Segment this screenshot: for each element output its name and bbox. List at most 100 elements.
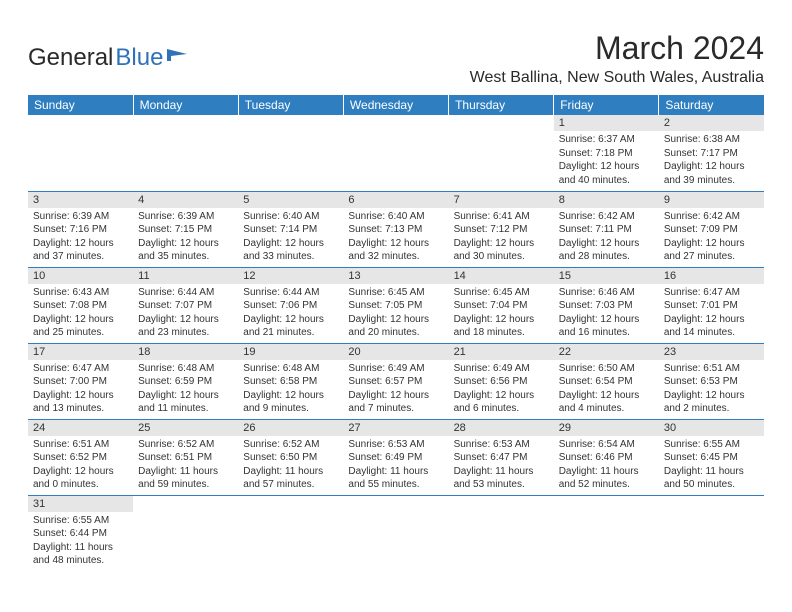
flag-icon	[167, 44, 189, 72]
calendar-cell: 27Sunrise: 6:53 AMSunset: 6:49 PMDayligh…	[343, 419, 448, 495]
day-info: Sunrise: 6:44 AMSunset: 7:07 PMDaylight:…	[133, 284, 238, 343]
day-number: 18	[133, 344, 238, 360]
day-info: Sunrise: 6:48 AMSunset: 6:58 PMDaylight:…	[238, 360, 343, 419]
weekday-header: Sunday	[28, 95, 133, 115]
calendar-body: 1Sunrise: 6:37 AMSunset: 7:18 PMDaylight…	[28, 115, 764, 571]
calendar-cell: 16Sunrise: 6:47 AMSunset: 7:01 PMDayligh…	[659, 267, 764, 343]
calendar-cell	[133, 495, 238, 571]
calendar-cell: 25Sunrise: 6:52 AMSunset: 6:51 PMDayligh…	[133, 419, 238, 495]
day-info: Sunrise: 6:52 AMSunset: 6:50 PMDaylight:…	[238, 436, 343, 495]
day-number: 20	[343, 344, 448, 360]
day-info: Sunrise: 6:48 AMSunset: 6:59 PMDaylight:…	[133, 360, 238, 419]
calendar-cell	[659, 495, 764, 571]
calendar-cell: 30Sunrise: 6:55 AMSunset: 6:45 PMDayligh…	[659, 419, 764, 495]
calendar-cell: 31Sunrise: 6:55 AMSunset: 6:44 PMDayligh…	[28, 495, 133, 571]
calendar-cell: 28Sunrise: 6:53 AMSunset: 6:47 PMDayligh…	[449, 419, 554, 495]
calendar-cell: 22Sunrise: 6:50 AMSunset: 6:54 PMDayligh…	[554, 343, 659, 419]
calendar-week-row: 10Sunrise: 6:43 AMSunset: 7:08 PMDayligh…	[28, 267, 764, 343]
calendar-cell	[449, 495, 554, 571]
logo: GeneralBlue	[28, 30, 189, 72]
weekday-header: Tuesday	[238, 95, 343, 115]
day-number: 2	[659, 115, 764, 131]
calendar-week-row: 17Sunrise: 6:47 AMSunset: 7:00 PMDayligh…	[28, 343, 764, 419]
day-number: 6	[343, 192, 448, 208]
calendar-cell: 6Sunrise: 6:40 AMSunset: 7:13 PMDaylight…	[343, 191, 448, 267]
day-info: Sunrise: 6:44 AMSunset: 7:06 PMDaylight:…	[238, 284, 343, 343]
calendar-cell: 14Sunrise: 6:45 AMSunset: 7:04 PMDayligh…	[449, 267, 554, 343]
day-info: Sunrise: 6:46 AMSunset: 7:03 PMDaylight:…	[554, 284, 659, 343]
calendar-cell: 13Sunrise: 6:45 AMSunset: 7:05 PMDayligh…	[343, 267, 448, 343]
day-info: Sunrise: 6:55 AMSunset: 6:45 PMDaylight:…	[659, 436, 764, 495]
day-number: 8	[554, 192, 659, 208]
day-number: 7	[449, 192, 554, 208]
day-number: 31	[28, 496, 133, 512]
calendar-cell	[133, 115, 238, 191]
day-info: Sunrise: 6:53 AMSunset: 6:49 PMDaylight:…	[343, 436, 448, 495]
day-number: 27	[343, 420, 448, 436]
day-number: 29	[554, 420, 659, 436]
calendar-cell: 4Sunrise: 6:39 AMSunset: 7:15 PMDaylight…	[133, 191, 238, 267]
calendar-cell: 12Sunrise: 6:44 AMSunset: 7:06 PMDayligh…	[238, 267, 343, 343]
day-number: 25	[133, 420, 238, 436]
day-info: Sunrise: 6:53 AMSunset: 6:47 PMDaylight:…	[449, 436, 554, 495]
day-info: Sunrise: 6:40 AMSunset: 7:14 PMDaylight:…	[238, 208, 343, 267]
calendar-cell: 21Sunrise: 6:49 AMSunset: 6:56 PMDayligh…	[449, 343, 554, 419]
logo-text-general: General	[28, 44, 113, 72]
day-number: 5	[238, 192, 343, 208]
day-info: Sunrise: 6:52 AMSunset: 6:51 PMDaylight:…	[133, 436, 238, 495]
calendar-cell	[28, 115, 133, 191]
day-number: 13	[343, 268, 448, 284]
day-info: Sunrise: 6:51 AMSunset: 6:52 PMDaylight:…	[28, 436, 133, 495]
calendar-cell: 23Sunrise: 6:51 AMSunset: 6:53 PMDayligh…	[659, 343, 764, 419]
day-info: Sunrise: 6:47 AMSunset: 7:01 PMDaylight:…	[659, 284, 764, 343]
day-info: Sunrise: 6:42 AMSunset: 7:09 PMDaylight:…	[659, 208, 764, 267]
weekday-header: Friday	[554, 95, 659, 115]
day-info: Sunrise: 6:55 AMSunset: 6:44 PMDaylight:…	[28, 512, 133, 571]
weekday-header: Thursday	[449, 95, 554, 115]
day-info: Sunrise: 6:43 AMSunset: 7:08 PMDaylight:…	[28, 284, 133, 343]
day-info: Sunrise: 6:47 AMSunset: 7:00 PMDaylight:…	[28, 360, 133, 419]
day-info: Sunrise: 6:38 AMSunset: 7:17 PMDaylight:…	[659, 131, 764, 190]
calendar-cell: 24Sunrise: 6:51 AMSunset: 6:52 PMDayligh…	[28, 419, 133, 495]
calendar-cell: 7Sunrise: 6:41 AMSunset: 7:12 PMDaylight…	[449, 191, 554, 267]
day-info: Sunrise: 6:51 AMSunset: 6:53 PMDaylight:…	[659, 360, 764, 419]
day-number: 3	[28, 192, 133, 208]
calendar-cell	[343, 115, 448, 191]
calendar-cell: 1Sunrise: 6:37 AMSunset: 7:18 PMDaylight…	[554, 115, 659, 191]
calendar-week-row: 3Sunrise: 6:39 AMSunset: 7:16 PMDaylight…	[28, 191, 764, 267]
day-number: 23	[659, 344, 764, 360]
header-right: March 2024 West Ballina, New South Wales…	[470, 30, 764, 87]
day-info: Sunrise: 6:50 AMSunset: 6:54 PMDaylight:…	[554, 360, 659, 419]
weekday-header-row: Sunday Monday Tuesday Wednesday Thursday…	[28, 95, 764, 115]
day-info: Sunrise: 6:49 AMSunset: 6:57 PMDaylight:…	[343, 360, 448, 419]
weekday-header: Saturday	[659, 95, 764, 115]
weekday-header: Monday	[133, 95, 238, 115]
calendar-cell	[343, 495, 448, 571]
page-header: GeneralBlue March 2024 West Ballina, New…	[28, 30, 764, 87]
day-number: 19	[238, 344, 343, 360]
day-info: Sunrise: 6:39 AMSunset: 7:15 PMDaylight:…	[133, 208, 238, 267]
logo-text-blue: Blue	[115, 44, 163, 72]
day-number: 24	[28, 420, 133, 436]
day-number: 10	[28, 268, 133, 284]
day-number: 4	[133, 192, 238, 208]
calendar-week-row: 1Sunrise: 6:37 AMSunset: 7:18 PMDaylight…	[28, 115, 764, 191]
day-number: 15	[554, 268, 659, 284]
calendar-cell: 10Sunrise: 6:43 AMSunset: 7:08 PMDayligh…	[28, 267, 133, 343]
day-number: 17	[28, 344, 133, 360]
day-number: 21	[449, 344, 554, 360]
calendar-cell: 3Sunrise: 6:39 AMSunset: 7:16 PMDaylight…	[28, 191, 133, 267]
day-number: 12	[238, 268, 343, 284]
month-title: March 2024	[470, 30, 764, 67]
calendar-table: Sunday Monday Tuesday Wednesday Thursday…	[28, 95, 764, 571]
calendar-cell: 2Sunrise: 6:38 AMSunset: 7:17 PMDaylight…	[659, 115, 764, 191]
day-info: Sunrise: 6:41 AMSunset: 7:12 PMDaylight:…	[449, 208, 554, 267]
day-number: 1	[554, 115, 659, 131]
calendar-cell: 11Sunrise: 6:44 AMSunset: 7:07 PMDayligh…	[133, 267, 238, 343]
calendar-cell: 17Sunrise: 6:47 AMSunset: 7:00 PMDayligh…	[28, 343, 133, 419]
day-info: Sunrise: 6:54 AMSunset: 6:46 PMDaylight:…	[554, 436, 659, 495]
day-number: 30	[659, 420, 764, 436]
day-info: Sunrise: 6:39 AMSunset: 7:16 PMDaylight:…	[28, 208, 133, 267]
day-number: 14	[449, 268, 554, 284]
calendar-cell: 29Sunrise: 6:54 AMSunset: 6:46 PMDayligh…	[554, 419, 659, 495]
